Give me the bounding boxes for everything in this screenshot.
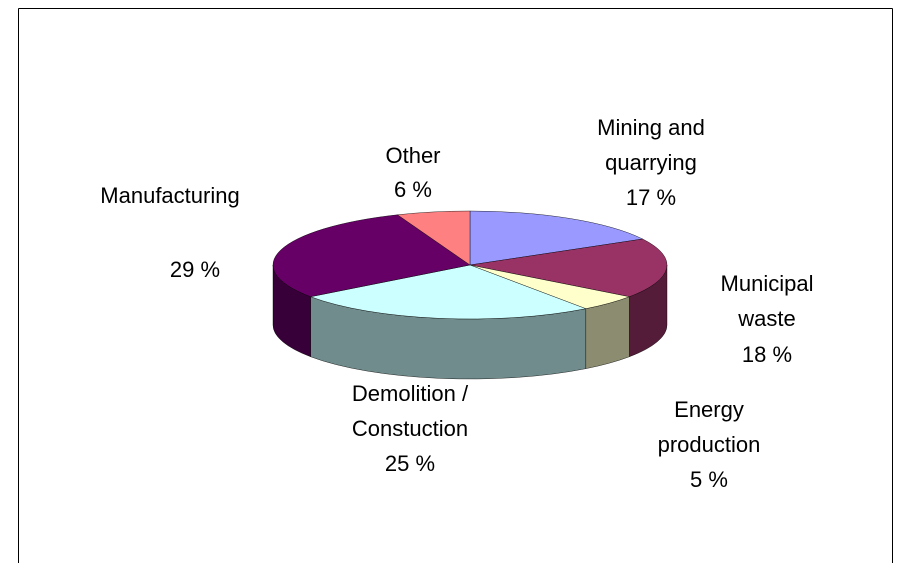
category-label: Demolition / Constuction [351, 381, 469, 441]
slice [469, 210, 644, 266]
value-label: 25 % [384, 451, 436, 476]
category-label: Energy production [657, 397, 761, 457]
category-label: Municipal waste [720, 271, 814, 331]
value-label: 6 % [394, 177, 432, 202]
category-label: Other [385, 143, 441, 168]
category-label: Manufacturing [100, 183, 240, 208]
category-label: Mining and quarrying [597, 115, 705, 175]
value-label: 18 % [741, 342, 793, 367]
slice [272, 214, 471, 297]
slice [396, 210, 471, 266]
slice [469, 238, 668, 297]
value-label: 29 % [169, 257, 221, 282]
value-label: 17 % [625, 185, 677, 210]
slice [309, 264, 587, 320]
value-label: 5 % [690, 467, 728, 492]
